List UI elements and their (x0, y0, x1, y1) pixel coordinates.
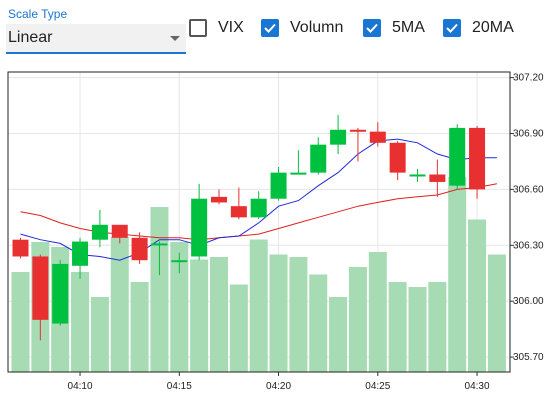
x-tick-label: 04:20 (266, 381, 291, 392)
volume-bar (329, 297, 348, 372)
candle-down (429, 174, 446, 182)
checkbox-vix-label: VIX (218, 19, 244, 36)
candle-down (131, 237, 148, 261)
candle-down (12, 239, 29, 257)
y-tick-label: 307.20 (513, 73, 544, 84)
candle-up (52, 263, 69, 324)
candlestick-chart[interactable]: 307.20 306.90 306.60 306.30 306.00 305.70 04:1… (0, 64, 546, 406)
volume-bar (428, 282, 447, 372)
checkbox-20ma-label: 20MA (472, 19, 514, 36)
scale-type-value: Linear (8, 29, 53, 46)
candle-up (310, 144, 327, 173)
checkbox-checked-icon[interactable] (363, 19, 381, 37)
checkbox-volumn-label: Volumn (290, 19, 344, 36)
checkbox-5ma-label: 5MA (392, 19, 425, 36)
candle-up (72, 241, 89, 266)
scale-type-dropdown[interactable]: Linear (6, 24, 186, 54)
x-tick-label: 04:10 (68, 381, 93, 392)
candle-up (270, 172, 287, 199)
volume-bar (448, 177, 467, 372)
scale-type-label: Scale Type (8, 7, 68, 21)
plot-frame (7, 71, 511, 373)
volume-bar (11, 272, 30, 372)
candle-up (250, 198, 267, 218)
candle-down (32, 256, 49, 320)
candle-down (369, 131, 386, 143)
volume-bar (170, 242, 189, 372)
volume-bar (487, 254, 506, 372)
volume-bar (289, 257, 308, 372)
y-tick-label: 306.90 (513, 128, 544, 139)
volume-bar (110, 237, 129, 372)
checkbox-volumn[interactable]: Volumn (261, 17, 343, 39)
volume-bar (130, 282, 149, 372)
checkbox-checked-icon[interactable] (443, 19, 461, 37)
ma5-line (20, 138, 497, 261)
checkbox-vix[interactable]: VIX (189, 17, 244, 39)
checkbox-checked-icon[interactable] (261, 19, 279, 37)
candle-up (91, 224, 108, 240)
volume-bar (229, 284, 248, 372)
checkbox-5ma[interactable]: 5MA (363, 17, 425, 39)
volume-bar (249, 239, 268, 372)
candle-down (469, 127, 486, 190)
y-tick-label: 306.60 (513, 184, 544, 195)
candle-up (191, 198, 208, 257)
candle-up (290, 172, 307, 175)
checkbox-unchecked-icon[interactable] (189, 19, 207, 37)
y-tick-label: 306.00 (513, 296, 544, 307)
x-tick-label: 04:30 (465, 381, 490, 392)
volume-bar (150, 207, 169, 372)
volume-bar (408, 287, 427, 372)
volume-bar (388, 282, 407, 372)
candle-up (330, 129, 347, 145)
candle-up (151, 243, 168, 246)
volume-bar (90, 297, 109, 372)
y-tick-label: 306.30 (513, 240, 544, 251)
volume-bar (269, 254, 288, 372)
volume-bar (309, 274, 328, 372)
caret-down-icon[interactable] (170, 36, 180, 41)
candle-down (389, 142, 406, 173)
candle-up (409, 174, 426, 177)
x-tick-label: 04:25 (365, 381, 390, 392)
volume-bar (210, 257, 228, 372)
y-tick-label: 305.70 (513, 352, 544, 363)
volume-bar (468, 219, 487, 372)
volume-bar (348, 267, 367, 372)
candle-up (449, 127, 466, 186)
volume-bar (368, 252, 387, 372)
candle-down (211, 196, 227, 203)
x-tick-label: 04:15 (167, 381, 192, 392)
volume-bar (71, 272, 90, 372)
candle-down (230, 206, 247, 218)
candle-down (111, 224, 128, 238)
checkbox-20ma[interactable]: 20MA (443, 17, 514, 39)
volume-bar (190, 259, 209, 372)
candle-up (171, 260, 188, 263)
scale-type-select[interactable]: Scale Type Linear (6, 6, 186, 54)
candle-down (349, 129, 366, 132)
